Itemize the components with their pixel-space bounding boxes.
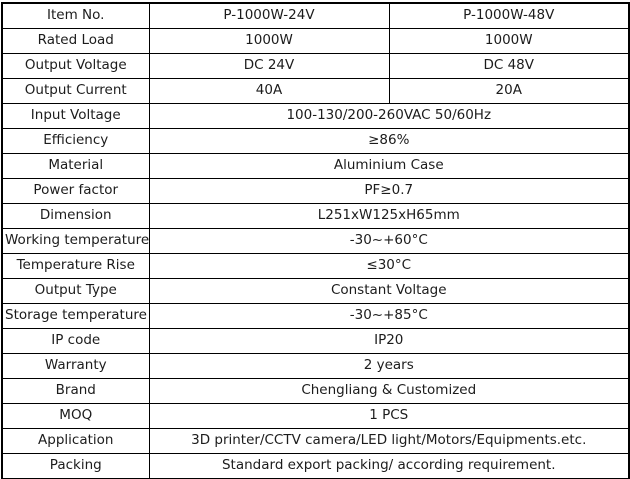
row-label: IP code bbox=[1, 328, 150, 354]
row-label: Output Voltage bbox=[1, 53, 150, 79]
row-value: 100-130/200-260VAC 50/60Hz bbox=[148, 103, 630, 129]
row-label: Power factor bbox=[1, 178, 150, 204]
row-value: DC 48V bbox=[388, 53, 630, 79]
table-row: IP code IP20 bbox=[1, 328, 630, 354]
row-label: Material bbox=[1, 153, 150, 179]
table-row: Material Aluminium Case bbox=[1, 153, 630, 179]
table-row: Efficiency ≥86% bbox=[1, 128, 630, 154]
table-row: MOQ 1 PCS bbox=[1, 403, 630, 429]
row-label: Working temperature bbox=[1, 228, 150, 254]
row-label: Output Current bbox=[1, 78, 150, 104]
row-value: Aluminium Case bbox=[148, 153, 630, 179]
row-value: -30~+60°C bbox=[148, 228, 630, 254]
row-label: Warranty bbox=[1, 353, 150, 379]
row-label: Output Type bbox=[1, 278, 150, 304]
row-value: 1000W bbox=[148, 28, 390, 54]
row-value: Chengliang & Customized bbox=[148, 378, 630, 404]
row-label: Input Voltage bbox=[1, 103, 150, 129]
row-label: Efficiency bbox=[1, 128, 150, 154]
row-value: ≤30°C bbox=[148, 253, 630, 279]
row-value: 3D printer/CCTV camera/LED light/Motors/… bbox=[148, 428, 630, 454]
row-value: 1000W bbox=[388, 28, 630, 54]
row-value: Constant Voltage bbox=[148, 278, 630, 304]
table-row: Output Voltage DC 24V DC 48V bbox=[1, 53, 630, 79]
table-row: Rated Load 1000W 1000W bbox=[1, 28, 630, 54]
table-row: Output Type Constant Voltage bbox=[1, 278, 630, 304]
row-value: ≥86% bbox=[148, 128, 630, 154]
table-row: Dimension L251xW125xH65mm bbox=[1, 203, 630, 229]
row-label: Item No. bbox=[1, 2, 150, 29]
row-label: MOQ bbox=[1, 403, 150, 429]
row-value: L251xW125xH65mm bbox=[148, 203, 630, 229]
table-row: Working temperature -30~+60°C bbox=[1, 228, 630, 254]
table-row: Application 3D printer/CCTV camera/LED li… bbox=[1, 428, 630, 454]
row-label: Dimension bbox=[1, 203, 150, 229]
table-row: Packing Standard export packing/ accordin… bbox=[1, 453, 630, 479]
row-value: P-1000W-24V bbox=[148, 2, 390, 29]
table-row: Input Voltage 100-130/200-260VAC 50/60Hz bbox=[1, 103, 630, 129]
table-row: Item No. P-1000W-24V P-1000W-48V bbox=[1, 2, 630, 29]
row-value: PF≥0.7 bbox=[148, 178, 630, 204]
table-row: Storage temperature -30~+85°C bbox=[1, 303, 630, 329]
row-value: IP20 bbox=[148, 328, 630, 354]
table-row: Output Current 40A 20A bbox=[1, 78, 630, 104]
row-label: Brand bbox=[1, 378, 150, 404]
table-row: Temperature Rise ≤30°C bbox=[1, 253, 630, 279]
row-label: Packing bbox=[1, 453, 150, 479]
row-value: Standard export packing/ according requi… bbox=[148, 453, 630, 479]
row-label: Temperature Rise bbox=[1, 253, 150, 279]
row-value: 2 years bbox=[148, 353, 630, 379]
row-value: -30~+85°C bbox=[148, 303, 630, 329]
table-row: Power factor PF≥0.7 bbox=[1, 178, 630, 204]
row-label: Application bbox=[1, 428, 150, 454]
row-value: 20A bbox=[388, 78, 630, 104]
row-value: 1 PCS bbox=[148, 403, 630, 429]
row-label: Storage temperature bbox=[1, 303, 150, 329]
row-value: DC 24V bbox=[148, 53, 390, 79]
row-value: 40A bbox=[148, 78, 390, 104]
table-row: Warranty 2 years bbox=[1, 353, 630, 379]
row-value: P-1000W-48V bbox=[388, 2, 630, 29]
table-row: Brand Chengliang & Customized bbox=[1, 378, 630, 404]
row-label: Rated Load bbox=[1, 28, 150, 54]
